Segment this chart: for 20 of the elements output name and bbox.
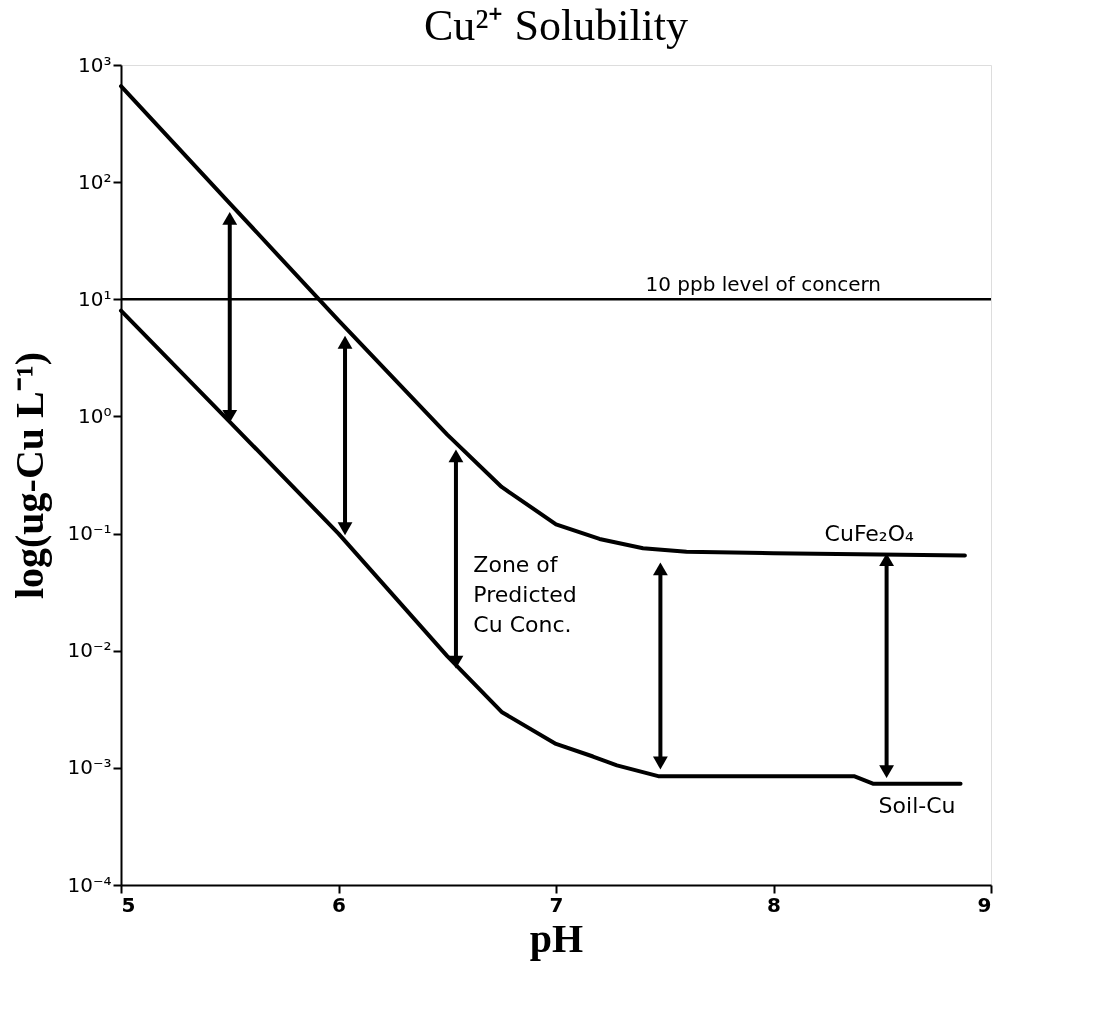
annotation: Zone of Predicted Cu Conc. xyxy=(473,552,577,638)
x-tick-label: 7 xyxy=(549,892,564,917)
x-tick-label: 9 xyxy=(977,892,992,917)
x-axis-title: pH xyxy=(529,915,584,961)
y-tick-label: 10⁻² xyxy=(67,638,112,663)
y-axis-title: log(ug-Cu L⁻¹) xyxy=(7,351,53,600)
series-label: Soil-Cu xyxy=(878,792,956,818)
y-tick-label: 10³ xyxy=(78,52,112,77)
x-tick-label: 6 xyxy=(332,892,346,917)
x-tick-label: 8 xyxy=(767,892,781,917)
y-tick-label: 10² xyxy=(78,169,112,194)
y-tick-label: 10¹ xyxy=(78,286,112,311)
y-tick-label: 10⁻¹ xyxy=(67,521,112,546)
x-tick-label: 5 xyxy=(121,892,136,917)
ref-line-label: 10 ppb level of concern xyxy=(645,272,881,297)
series-label: CuFe₂O₄ xyxy=(824,521,914,547)
y-tick-label: 10⁻³ xyxy=(67,755,112,780)
y-tick-label: 10⁰ xyxy=(78,403,112,428)
y-tick-label: 10⁻⁴ xyxy=(67,872,112,897)
chart-title: Cu²⁺ Solubility xyxy=(423,1,689,50)
